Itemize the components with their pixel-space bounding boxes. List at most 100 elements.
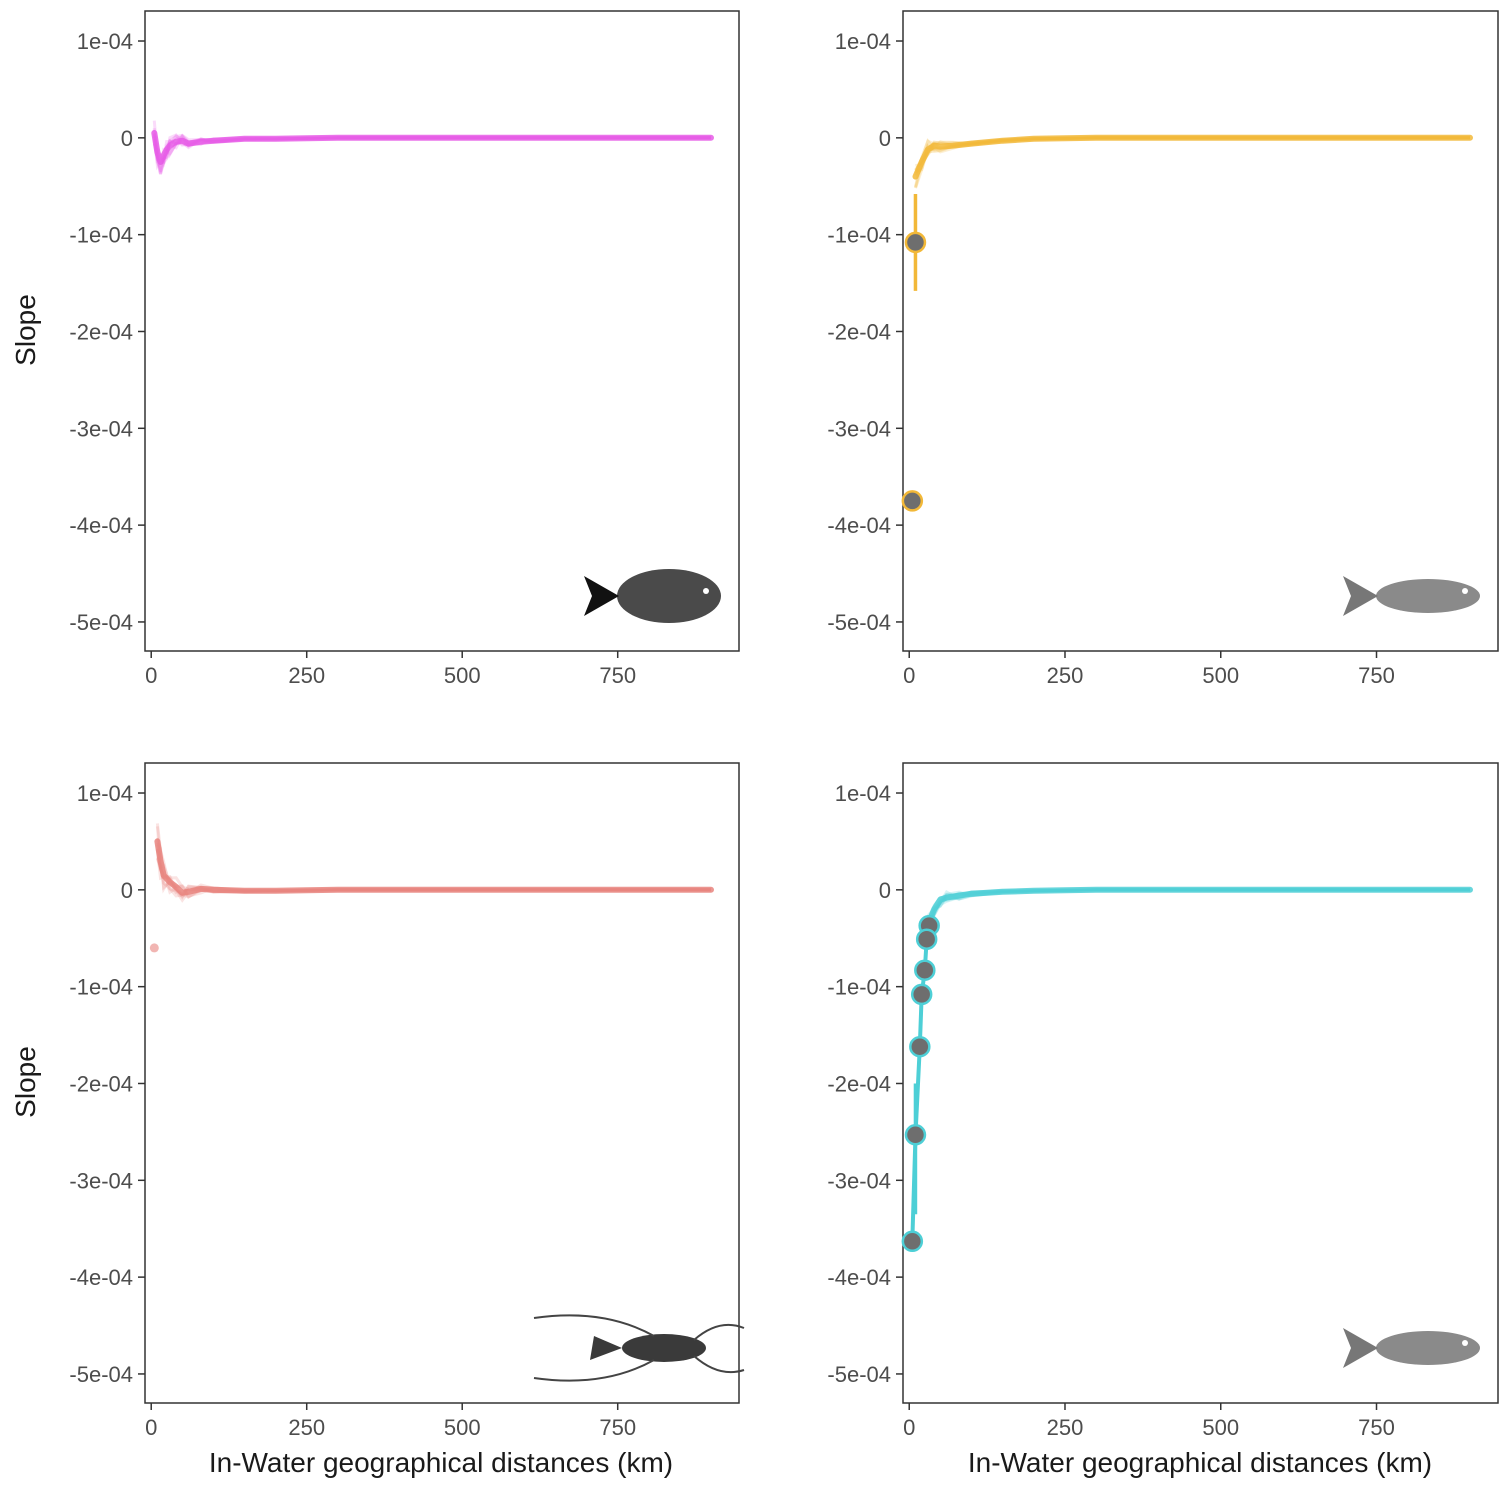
replicate-line [926,888,1470,931]
y-tick-label: -1e-04 [827,975,891,1000]
y-tick-label: 1e-04 [835,29,891,54]
replicate-line [926,888,1470,931]
fish-silhouette-icon [584,569,721,623]
replicate-line [926,888,1470,934]
y-tick-label: -4e-04 [69,1265,133,1290]
replicate-line [914,136,1470,188]
data-point [909,1035,931,1058]
x-tick-label: 500 [1202,1415,1239,1440]
y-tick-label: -3e-04 [827,1168,891,1193]
x-axis-title-left: In-Water geographical distances (km) [209,1447,673,1478]
y-tick-label: -5e-04 [69,610,133,635]
fish-silhouette-icon [1343,576,1480,616]
crayfish-legs [533,1314,745,1382]
fish-eye [1462,1340,1468,1346]
x-tick-label: 750 [1358,1415,1395,1440]
data-point [914,959,936,981]
x-axis-title-right: In-Water geographical distances (km) [968,1447,1432,1478]
data-point [149,943,159,953]
y-tick-label: -4e-04 [827,1265,891,1290]
chart-panel-2: 1e-04 0 -1e-04 -2e-04 -3e-04 -4e-04 -5e-04 0 250… [827,10,1499,688]
y-tick-label: -5e-04 [827,1362,891,1387]
y-tick-label: 1e-04 [77,781,133,806]
x-tick-label: 250 [288,663,325,688]
x-tick-label: 750 [599,1415,636,1440]
x-tick-label: 250 [1047,663,1084,688]
replicate-line [155,848,711,895]
chart-panel-4: 1e-04 0 -1e-04 -2e-04 -3e-04 -4e-04 -5e-04 0 250… [827,762,1499,1440]
replicate-line [914,136,1470,189]
replicate-line [926,888,1470,934]
y-tick-label: -1e-04 [69,223,133,248]
y-tick-label: -2e-04 [827,1071,891,1096]
chart-panel-3: 1e-04 0 -1e-04 -2e-04 -3e-04 -4e-04 -5e-04 0 250… [69,762,745,1440]
crayfish-body [622,1334,706,1362]
fish-body [1376,579,1480,613]
fish-eye [703,588,709,594]
replicate-line [914,136,1470,188]
y-tick-label: -1e-04 [827,223,891,248]
y-tick-label: -4e-04 [69,513,133,538]
y-tick-label: 0 [879,878,891,903]
y-tick-label: 1e-04 [77,29,133,54]
fish-body [617,569,721,623]
y-tick-label: -2e-04 [69,1071,133,1096]
series-line [151,130,714,165]
x-tick-label: 0 [145,1415,157,1440]
fish-silhouette-icon [1343,1328,1480,1368]
y-tick-label: 0 [879,126,891,151]
x-tick-label: 750 [599,663,636,688]
y-tick-label: -1e-04 [69,975,133,1000]
replicate-line [926,888,1470,936]
y-tick-label: -2e-04 [827,319,891,344]
panel-border [902,10,1499,652]
data-point [915,928,938,950]
y-tick-label: -3e-04 [69,416,133,441]
chart-panel-1: 1e-04 0 -1e-04 -2e-04 -3e-04 -4e-04 -5e-04 0 250… [69,10,740,688]
data-point [901,1230,924,1253]
fish-tail [1343,576,1378,616]
y-tick-label: -3e-04 [827,416,891,441]
x-tick-label: 0 [903,1415,915,1440]
data-point [904,1124,927,1146]
y-tick-label: -2e-04 [69,319,133,344]
data-point [901,490,924,512]
x-tick-label: 0 [903,663,915,688]
replicate-line [152,120,711,175]
data-point [910,983,933,1006]
y-tick-label: -3e-04 [69,1168,133,1193]
replicate-line [152,128,711,174]
y-axis-title-bottom: Slope [10,1046,41,1118]
replicate-line [155,826,711,898]
replicate-line [155,844,711,893]
x-tick-label: 500 [1202,663,1239,688]
crayfish-silhouette-icon [533,1314,745,1382]
series-line [924,886,1473,928]
y-tick-label: -4e-04 [827,513,891,538]
fish-body [1376,1331,1480,1365]
panel-border [144,10,740,652]
series-line [912,134,1473,180]
data-point [904,231,927,254]
panel-border [144,762,740,1404]
fish-tail [1343,1328,1378,1368]
fish-eye [1462,588,1468,594]
fish-tail [584,576,619,616]
y-axis-title-top: Slope [10,294,41,366]
x-tick-label: 250 [1047,1415,1084,1440]
replicate-line [155,823,711,897]
panel-border [902,762,1499,1404]
x-tick-label: 250 [288,1415,325,1440]
crayfish-tail [590,1336,622,1360]
series-line [154,838,714,896]
y-tick-label: 1e-04 [835,781,891,806]
replicate-line [152,136,711,174]
y-tick-label: -5e-04 [827,610,891,635]
y-tick-label: 0 [121,126,133,151]
y-tick-label: -5e-04 [69,1362,133,1387]
replicate-line [926,888,1470,934]
x-tick-label: 750 [1358,663,1395,688]
y-tick-label: 0 [121,878,133,903]
x-tick-label: 500 [444,663,481,688]
